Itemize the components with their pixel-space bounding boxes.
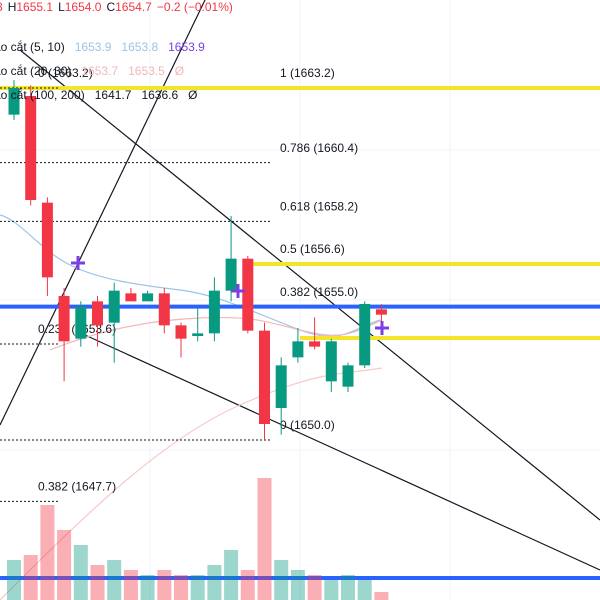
volume-bar	[357, 580, 372, 600]
volume-bar	[274, 560, 289, 600]
volume-bar	[174, 575, 188, 600]
fib-label: 0.382 (1655.0)	[280, 285, 358, 299]
candle-body	[108, 290, 120, 323]
indicator-reading: Ø	[175, 64, 184, 78]
indicator-row: ao cắt (100, 200) 1641.7 1636.6 Ø	[0, 87, 197, 102]
volume-bar	[73, 545, 88, 600]
volume-bar	[224, 550, 239, 600]
candle-body	[359, 304, 371, 366]
volume-bar	[240, 570, 255, 600]
volume-bar	[374, 592, 389, 600]
fib-label: 0.382 (1647.7)	[38, 480, 116, 494]
volume-bar	[324, 580, 339, 600]
indicator-reading: 1653.9	[75, 40, 112, 54]
candle-body	[58, 296, 70, 342]
indicator-name: ao cắt (20, 30)	[0, 63, 71, 78]
candle-body	[325, 341, 337, 382]
volume-bar	[140, 575, 155, 600]
candle-body	[309, 341, 321, 347]
candle-body	[175, 325, 187, 339]
legend: ao cắt (5, 10) 1653.9 1653.8 1653.9ao cắt (…	[0, 39, 205, 102]
indicator-reading: 1653.7	[81, 64, 118, 78]
fib-label: 0.618 (1658.2)	[280, 200, 358, 214]
markers	[71, 256, 389, 335]
header-item: 1654.7	[115, 0, 152, 14]
candles	[8, 80, 387, 440]
volume-bar	[307, 575, 322, 600]
fib-label: 0 (1663.2)	[38, 66, 93, 80]
candle-body	[41, 202, 53, 278]
header-item: L	[58, 0, 65, 14]
fib-levels: 1 (1663.2) 0.786 (1660.4) 0.618 (1658.2) 0.…	[0, 66, 600, 502]
indicator-row: ao cắt (20, 30) 1653.7 1653.5 Ø	[0, 63, 184, 78]
candle-body	[375, 309, 387, 315]
indicator-reading: 1641.7	[95, 88, 132, 102]
volume-bar	[57, 530, 72, 600]
volume-bar	[341, 575, 355, 600]
volume-bar	[190, 575, 205, 600]
volume-bar	[7, 560, 21, 600]
fib-label: 0.5 (1656.6)	[280, 242, 345, 256]
header-item: H	[8, 0, 17, 14]
header-item: 1654.0	[65, 0, 102, 14]
header-item: −0.2 (−0.01%)	[157, 0, 233, 14]
fib-label: 0.786 (1660.4)	[280, 141, 358, 155]
candle-body	[125, 293, 137, 302]
volume-bar	[40, 505, 55, 600]
volume-bar	[107, 560, 122, 600]
candle-body	[208, 290, 220, 334]
indicator-name: ao cắt (100, 200)	[0, 87, 85, 102]
indicator-reading: 1653.8	[121, 40, 158, 54]
indicator-reading: 1636.6	[141, 88, 178, 102]
candle-body	[292, 341, 304, 358]
candle-body	[142, 293, 154, 302]
volume-bar	[123, 570, 138, 600]
candle-body	[225, 258, 237, 291]
volume-bar	[257, 478, 272, 600]
candle-body	[158, 293, 170, 326]
fib-label: 1 (1663.2)	[280, 66, 335, 80]
candle-body	[25, 96, 37, 200]
indicator-name: ao cắt (5, 10)	[0, 39, 65, 54]
header-item: 1655.1	[16, 0, 53, 14]
candle-body	[259, 330, 270, 424]
fib-label: 0 (1650.0)	[280, 418, 335, 432]
candle-body	[342, 365, 354, 387]
volume-bar	[207, 565, 222, 600]
indicator-reading: Ø	[188, 88, 197, 102]
header-item: C	[106, 0, 115, 14]
candle-body	[275, 365, 287, 408]
volume	[7, 478, 389, 600]
volume-bar	[90, 565, 105, 600]
indicator-reading: 1653.5	[128, 64, 165, 78]
candle-body	[8, 88, 20, 115]
candle-body	[92, 301, 103, 326]
candle-body	[192, 333, 204, 336]
volume-bar	[290, 570, 305, 600]
indicator-row: ao cắt (5, 10) 1653.9 1653.8 1653.9	[0, 39, 205, 54]
candle-body	[75, 306, 87, 339]
indicator-reading: 1653.9	[168, 40, 205, 54]
volume-bar	[157, 570, 172, 600]
candle-body	[242, 258, 254, 331]
header-item: 8	[0, 0, 3, 14]
volume-bar	[23, 555, 38, 600]
header: 8H1655.1 L1654.0 C1654.7 −0.2 (−0.01%)	[0, 0, 233, 14]
